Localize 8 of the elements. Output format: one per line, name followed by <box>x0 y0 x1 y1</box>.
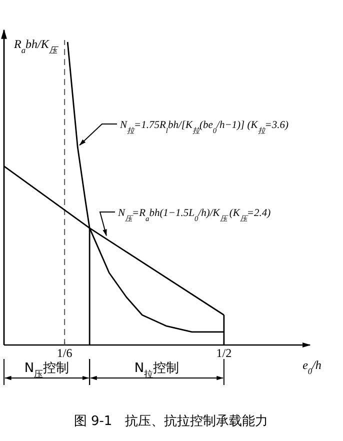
x-tick-label: 1/2 <box>216 346 232 360</box>
text: N$_{压}$控制 <box>24 361 70 380</box>
x-tick-label: 1/6 <box>56 346 72 360</box>
x-axis-title: e$_{0}$/h <box>302 358 322 376</box>
text: 图 9-1 抗压、抗拉控制承载能力 <box>74 414 268 429</box>
text: N$_{压}$=R$_{a}$bh(1−1.5L$_{0}$/h)/K$_{压}$ (K$_{压}$=2.4) <box>118 208 271 222</box>
y-axis-title: R$_{a}$bh/K$_{压}$ <box>13 37 59 54</box>
text: N$_{拉}$=1.75R$_{l}$bh/[K$_{拉}$(be$_{0}$/h−1)] (K$_{拉}$=3.6) <box>120 120 288 134</box>
